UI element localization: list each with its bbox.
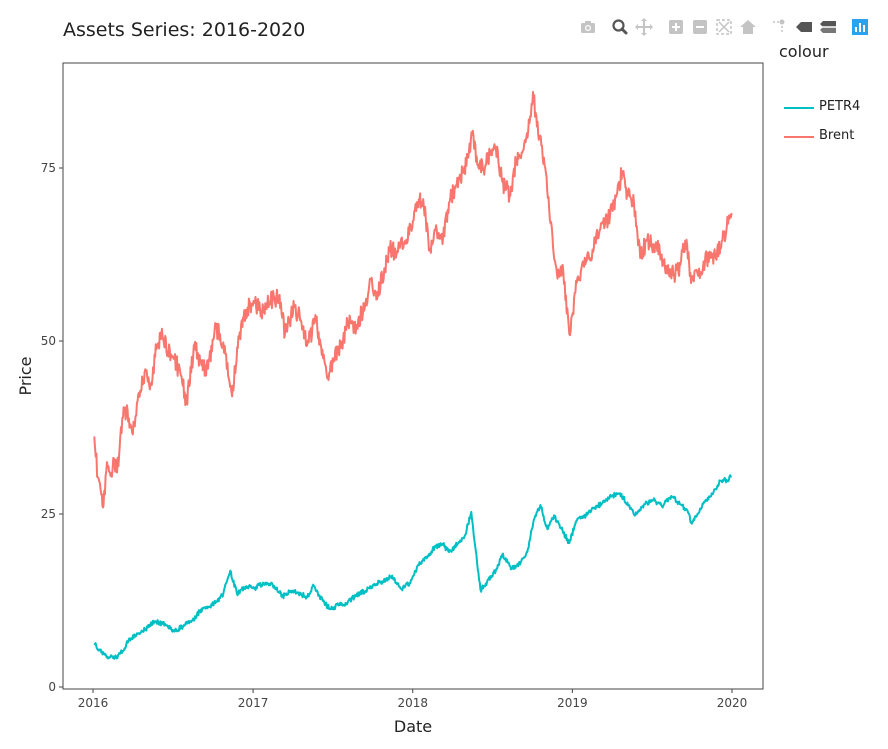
x-tick-label: 2016	[78, 696, 109, 710]
y-tick-label: 25	[41, 507, 56, 521]
autoscale-icon[interactable]	[714, 16, 734, 38]
legend-title: colour	[779, 42, 829, 61]
x-axis-title: Date	[393, 717, 433, 736]
y-tick-label: 50	[41, 334, 56, 348]
x-tick-label: 2017	[238, 696, 269, 710]
camera-icon[interactable]	[578, 16, 598, 38]
zoom-in-icon[interactable]	[666, 16, 686, 38]
series-layer	[93, 90, 733, 660]
y-axis-title: Price	[16, 356, 35, 396]
y-tick-label: 75	[41, 161, 56, 175]
series-line-petr4[interactable]	[93, 474, 732, 660]
x-tick-label: 2018	[397, 696, 428, 710]
zoom-out-icon[interactable]	[690, 16, 710, 38]
y-axis: 0 25 50 75	[41, 161, 63, 694]
legend-swatch-brent	[784, 136, 814, 138]
x-tick-label: 2019	[557, 696, 588, 710]
x-axis: 2016 2017 2018 2019 2020	[78, 689, 748, 710]
pan-icon[interactable]	[634, 16, 654, 38]
legend-label-brent: Brent	[819, 128, 855, 143]
reset-axes-icon[interactable]	[738, 16, 758, 38]
chart-title: Assets Series: 2016-2020	[63, 19, 306, 41]
y-tick-label: 0	[48, 680, 56, 694]
spike-lines-icon[interactable]	[770, 16, 790, 38]
legend-label-petr4: PETR4	[819, 99, 861, 114]
series-line-brent[interactable]	[93, 90, 733, 509]
hover-closest-icon[interactable]	[794, 16, 814, 38]
plotly-logo-icon[interactable]	[850, 16, 870, 38]
hover-compare-icon[interactable]	[818, 16, 838, 38]
zoom-icon[interactable]	[610, 16, 630, 38]
legend-swatch-petr4	[784, 107, 814, 109]
plot-area[interactable]	[62, 62, 764, 690]
x-tick-label: 2020	[717, 696, 748, 710]
